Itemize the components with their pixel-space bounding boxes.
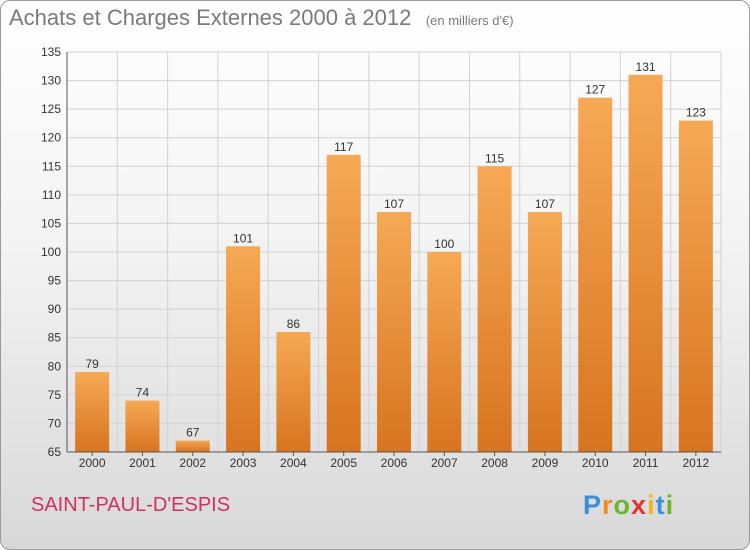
- bars: 79 74 67 101 86 117 107 100 115 107 127 131 123: [75, 60, 713, 453]
- y-tick-label: 125: [41, 102, 61, 116]
- bar: [125, 400, 160, 452]
- y-tick-label: 95: [48, 274, 62, 288]
- y-tick-label: 105: [41, 216, 61, 230]
- bar-value-label: 67: [186, 426, 200, 440]
- commune-name: SAINT-PAUL-D'ESPIS: [31, 494, 231, 516]
- x-tick-label: 2011: [633, 456, 659, 470]
- x-tick-label: 2008: [481, 456, 508, 470]
- bar: [326, 154, 361, 452]
- bar-value-label: 86: [287, 317, 301, 331]
- bar-value-label: 123: [686, 106, 706, 120]
- proxiti-logo: Proxiti: [583, 490, 674, 521]
- bar: [678, 120, 713, 453]
- bar: [226, 246, 261, 452]
- x-tick-label: 2005: [330, 456, 357, 470]
- x-tick-label: 2001: [129, 456, 156, 470]
- bar: [75, 372, 110, 452]
- bar: [527, 212, 562, 452]
- x-tick-label: 2006: [381, 456, 408, 470]
- bar: [276, 332, 311, 452]
- y-tick-label: 120: [41, 131, 61, 145]
- bar-value-label: 79: [85, 357, 99, 371]
- logo-letter: r: [602, 490, 614, 520]
- logo-letter: i: [665, 490, 675, 520]
- logo-letter: x: [631, 490, 648, 520]
- bar-value-label: 107: [384, 197, 404, 211]
- bar: [427, 252, 462, 452]
- bar-value-label: 127: [585, 83, 605, 97]
- y-tick-label: 80: [48, 359, 62, 373]
- y-tick-label: 130: [41, 74, 61, 88]
- y-tick-label: 115: [42, 159, 61, 173]
- bar-value-label: 100: [434, 237, 454, 251]
- y-tick-label: 65: [48, 445, 62, 459]
- bar-value-label: 117: [334, 140, 353, 154]
- bar-value-label: 115: [485, 151, 504, 165]
- bar-value-label: 107: [535, 197, 555, 211]
- x-tick-label: 2012: [682, 456, 709, 470]
- chart-unit: (en milliers d'€): [425, 13, 514, 28]
- x-tick-label: 2002: [179, 456, 206, 470]
- chart-title: Achats et Charges Externes 2000 à 2012: [9, 5, 412, 30]
- y-tick-label: 100: [41, 245, 61, 259]
- bar: [628, 74, 663, 452]
- bar: [477, 166, 512, 453]
- bar: [175, 440, 210, 452]
- y-tick-label: 135: [41, 45, 61, 59]
- x-tick-label: 2009: [532, 456, 559, 470]
- chart-title-block: Achats et Charges Externes 2000 à 2012 (…: [9, 5, 514, 31]
- x-tick-label: 2004: [280, 456, 307, 470]
- y-tick-label: 110: [42, 188, 61, 202]
- bar-value-label: 101: [233, 231, 253, 245]
- y-tick-label: 85: [48, 331, 62, 345]
- x-tick-label: 2010: [582, 456, 609, 470]
- x-tick-label: 2000: [79, 456, 106, 470]
- logo-letter: o: [613, 490, 632, 520]
- x-tick-label: 2007: [431, 456, 458, 470]
- axes: 65 70 75 80 85 90 95 100 105 110 115 120 125 130 135 20…: [41, 45, 721, 470]
- x-tick-label: 2003: [230, 456, 257, 470]
- logo-letter: P: [583, 490, 603, 520]
- bar-value-label: 131: [636, 60, 656, 74]
- y-tick-label: 90: [48, 302, 62, 316]
- logo-letter: i: [647, 490, 656, 520]
- bar-value-label: 74: [136, 386, 150, 400]
- bar: [377, 212, 411, 452]
- y-tick-label: 70: [48, 416, 62, 430]
- bar: [578, 97, 613, 452]
- y-tick-label: 75: [48, 388, 62, 402]
- logo-letter: t: [655, 490, 666, 520]
